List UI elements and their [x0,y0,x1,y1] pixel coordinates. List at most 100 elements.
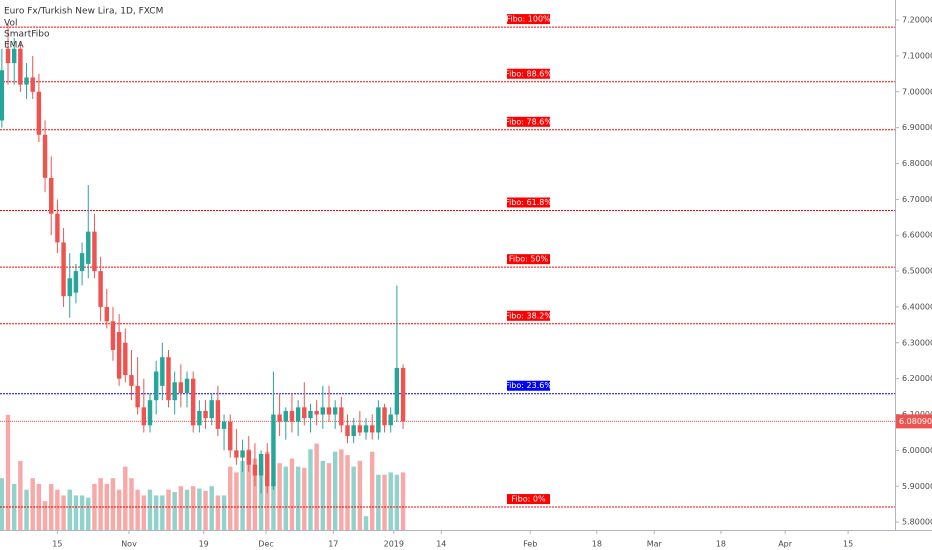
candle-body [234,450,239,458]
y-tick-label: 6.70000 [902,195,932,204]
volume-bar [314,443,319,530]
volume-bar [135,489,140,530]
candle-body [55,213,60,243]
candle-body [252,464,258,476]
fibo-label-box [507,380,550,391]
x-tick-label: Nov [121,540,137,549]
volume-bar [178,486,184,530]
volume-bar [302,467,307,530]
fibo-label: Fibo: 61.8% [505,198,552,207]
candle-body [221,421,227,429]
volume-bar [11,483,17,530]
fibo-label: Fibo: 23.6% [505,381,552,390]
candle-body [246,450,251,465]
candle-body [357,425,363,433]
volume-bar [166,489,171,530]
candle-body [295,407,301,422]
fibo-layer: Fibo: 100% Fibo: 88.6% Fibo: 78.6% Fibo: 61… [0,14,895,508]
volume-bar [79,495,85,530]
volume-bar [271,481,276,530]
candle-body [73,271,79,293]
candle-body [308,410,313,419]
volume-bar [141,495,147,530]
candle-body [382,407,387,426]
candle-body [302,407,307,419]
fibo-label-box [507,254,550,265]
candle-body [400,367,406,422]
volume-bar [369,451,375,530]
axes-layer: 7.20000 7.10000 7.00000 6.90000 6.80000 6.700… [52,16,932,549]
candle-body [153,371,159,401]
candle-body [369,425,375,433]
y-tick-label: 6.90000 [902,123,932,132]
candle-body [160,357,165,386]
candle-body [110,321,116,350]
candle-layer [0,23,406,494]
x-tick-label: Apr [778,540,793,549]
volume-bar [258,466,264,530]
candle-body [258,453,264,476]
candle-body [339,407,344,426]
candle-body [129,375,134,386]
candle-body [388,414,393,426]
fibo-label: Fibo: 78.6% [505,117,552,126]
indicator-label: EMA [4,41,24,51]
candle-body [209,400,214,419]
candle-body [271,414,276,487]
last-price-box [896,414,932,429]
volume-bar [98,478,103,530]
x-tick-label: 2019 [384,540,404,549]
candle-body [104,306,110,322]
volume-bar [147,489,153,530]
candle-body [197,410,202,426]
candle-body [135,385,140,408]
volume-bar [357,460,363,530]
volume-bar [197,488,202,530]
last-price-label: 6.08090 [899,417,932,426]
volume-bar [215,495,221,530]
volume-bar [246,449,251,530]
volume-bar [363,516,369,530]
y-tick-label: 6.00000 [902,446,932,455]
x-tick-label: 15 [843,540,853,549]
volume-bar [36,483,42,530]
chart-title: Euro Fx/Turkish New Lira, 1D, FXCM [4,7,163,17]
indicator-label: SmartFibo [4,30,50,40]
candle-body [36,91,42,135]
x-tick-label: Dec [258,540,273,549]
volume-bar [190,486,196,530]
y-tick-label: 6.40000 [902,302,932,311]
x-tick-label: 17 [328,540,338,549]
candle-body [24,77,29,85]
fibo-label: Fibo: 0% [511,495,546,504]
volume-bar [388,472,393,530]
candle-body [363,425,369,433]
candle-body [42,134,48,178]
volume-bar [283,466,289,530]
volume-bar [123,466,128,530]
volume-bar [240,460,245,530]
candle-body [141,407,147,426]
volume-bar [252,458,258,530]
candle-body [320,407,326,415]
candle-body [203,410,208,419]
fibo-label: Fibo: 88.6% [505,69,552,78]
volume-bar [339,449,344,530]
fibo-label-box [507,494,550,505]
candle-body [86,231,91,264]
fibo-label: Fibo: 50% [509,255,549,264]
volume-bar [86,497,91,530]
volume-bar [18,460,23,530]
volume-bar [61,495,66,530]
candle-body [49,177,54,214]
candle-body [92,231,97,272]
candle-body [289,410,295,422]
fibo-label-box [507,14,550,25]
x-tick-label: 19 [199,540,209,549]
candle-body [11,48,17,64]
x-tick-label: 14 [436,540,446,549]
candle-body [277,414,282,422]
y-tick-label: 6.50000 [902,267,932,276]
volume-bar [116,489,122,530]
